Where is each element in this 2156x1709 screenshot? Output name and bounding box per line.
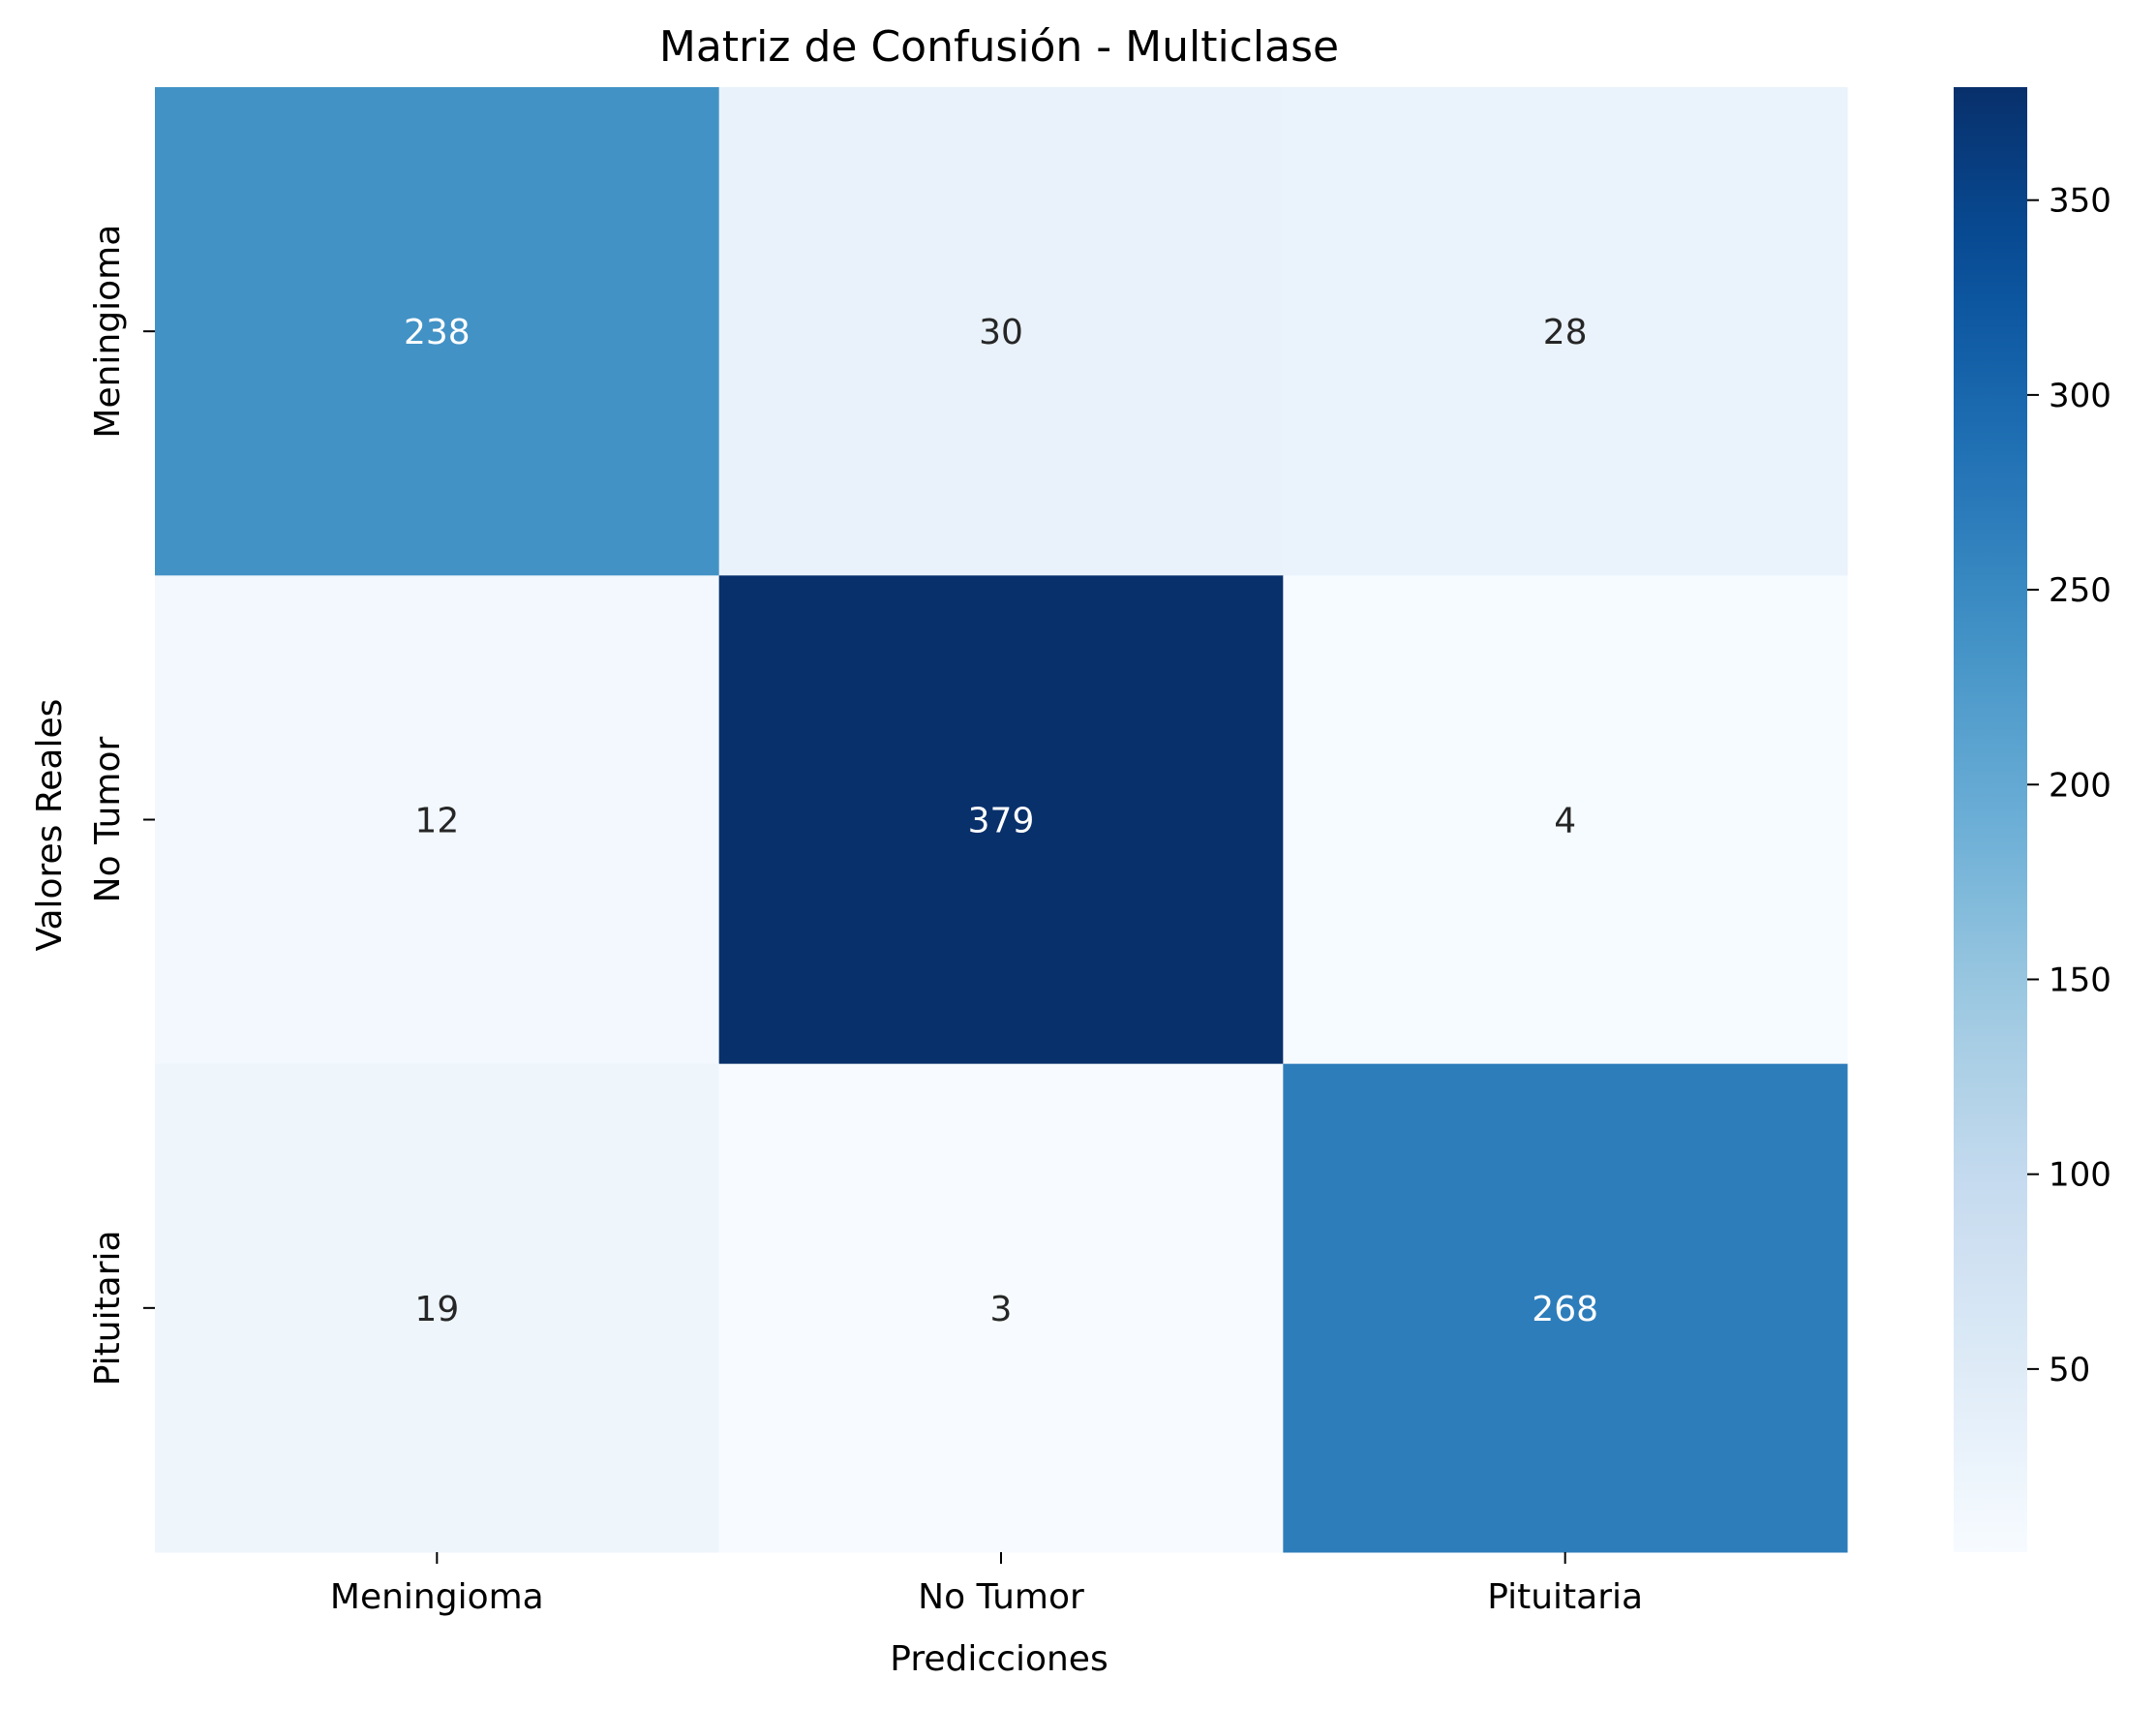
heatmap-cell [1283,575,1848,1065]
x-axis: Meningioma No Tumor Pituitaria [330,1552,1643,1617]
colorbar-tick-label: 50 [2049,1351,2090,1389]
x-tick-label: Meningioma [330,1577,544,1617]
y-tick-label: No Tumor [88,736,128,902]
x-axis-label: Predicciones [890,1639,1108,1679]
colorbar-tick-label: 150 [2049,961,2111,999]
colorbar: 50 100 150 200 250 300 350 [1954,87,2111,1552]
x-tick-label: Pituitaria [1487,1577,1643,1617]
cell-value-label: 19 [414,1290,459,1329]
heatmap-cell [155,1063,720,1553]
colorbar-tick-label: 100 [2049,1156,2111,1195]
y-axis: Meningioma No Tumor Pituitaria [88,225,155,1386]
y-tick-label: Pituitaria [88,1230,128,1386]
y-tick-label: Meningioma [88,225,128,439]
chart-title: Matriz de Confusión - Multiclase [659,22,1339,72]
heatmap-cell [1283,1063,1848,1553]
heatmap-cell [718,575,1284,1065]
heatmap-cell [718,1063,1284,1553]
heatmap-cell [718,87,1284,576]
cell-annotations: 238 30 28 12 379 4 19 3 268 [404,313,1598,1329]
cell-value-label: 12 [414,802,459,841]
heatmap-cell [155,575,720,1065]
cell-value-label: 30 [979,313,1023,352]
cell-value-label: 268 [1532,1290,1598,1329]
y-axis-label: Valores Reales [30,699,70,952]
cell-value-label: 28 [1543,313,1588,352]
colorbar-tick-label: 200 [2049,766,2111,805]
cell-value-label: 4 [1554,802,1576,841]
colorbar-tick-label: 250 [2049,571,2111,610]
cell-value-label: 3 [990,1290,1013,1329]
cell-value-label: 238 [404,313,471,352]
colorbar-gradient [1954,87,2027,1552]
heatmap-cells [155,87,1848,1553]
x-tick-label: No Tumor [918,1577,1084,1617]
colorbar-tick-label: 350 [2049,182,2111,221]
heatmap-cell [155,87,720,576]
heatmap-cell [1283,87,1848,576]
cell-value-label: 379 [968,802,1035,841]
colorbar-tick-label: 300 [2049,377,2111,415]
